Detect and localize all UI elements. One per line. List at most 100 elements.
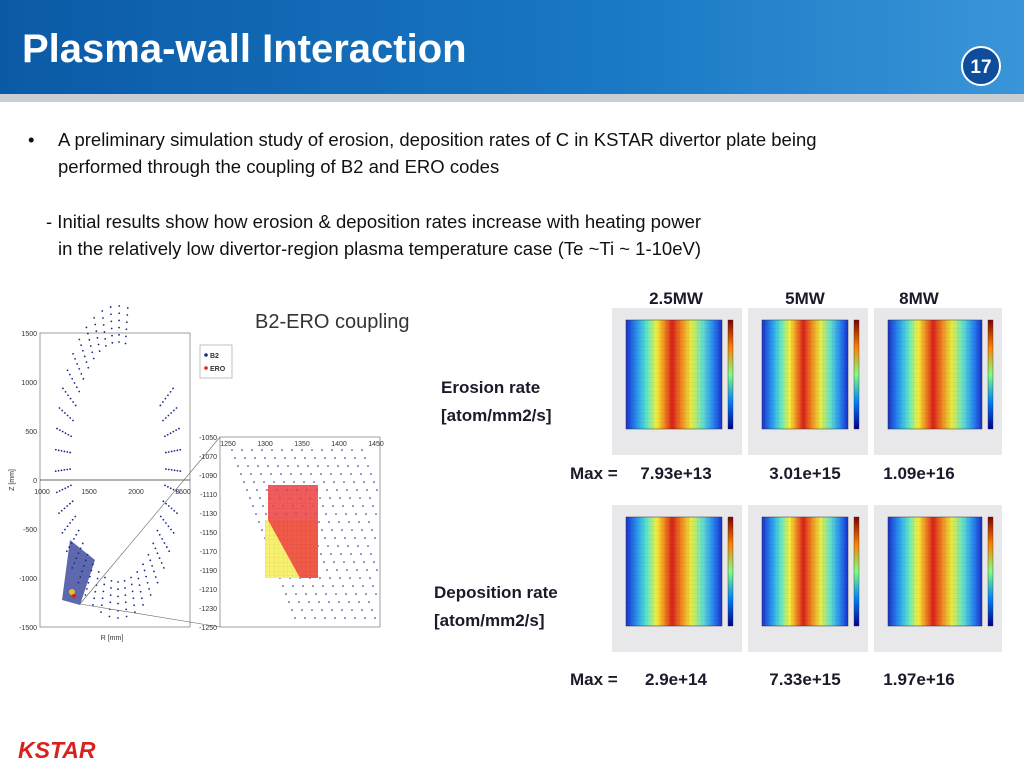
grid-dot bbox=[156, 581, 159, 584]
zoom-dot bbox=[357, 545, 359, 547]
grid-dot bbox=[111, 341, 114, 344]
grid-dot bbox=[117, 581, 119, 583]
zoom-dot bbox=[331, 529, 333, 531]
zoom-dot bbox=[329, 497, 331, 499]
grid-dot bbox=[62, 387, 64, 390]
zoom-y-tick-label: -1110 bbox=[200, 492, 217, 499]
grid-dot bbox=[158, 533, 161, 536]
grid-dot bbox=[175, 407, 178, 409]
grid-dot bbox=[118, 341, 120, 343]
zoom-dot bbox=[308, 601, 310, 603]
zoom-dot bbox=[367, 465, 369, 467]
zoom-dot bbox=[356, 569, 358, 571]
grid-dot bbox=[124, 594, 127, 597]
grid-dot bbox=[82, 349, 84, 352]
zoom-x-tick-label: 1250 bbox=[220, 441, 236, 448]
grid-dot bbox=[81, 542, 84, 545]
zoom-dot bbox=[252, 505, 254, 507]
zoom-dot bbox=[244, 457, 246, 459]
zoom-dot bbox=[335, 513, 337, 515]
zoom-dot bbox=[352, 505, 354, 507]
grid-dot bbox=[60, 449, 63, 452]
grid-dot bbox=[70, 435, 73, 438]
grid-dot bbox=[66, 525, 69, 528]
grid-dot bbox=[92, 357, 95, 360]
grid-dot bbox=[130, 583, 133, 586]
colorbar bbox=[987, 319, 994, 430]
grid-dot bbox=[152, 542, 155, 545]
grid-dot bbox=[110, 579, 113, 582]
zoom-dot bbox=[258, 521, 260, 523]
y-tick-label: -500 bbox=[23, 527, 37, 534]
grid-dot bbox=[133, 604, 136, 607]
zoom-dot bbox=[326, 489, 328, 491]
grid-dot bbox=[173, 509, 176, 512]
grid-dot bbox=[83, 355, 86, 358]
zoom-dot bbox=[326, 569, 328, 571]
grid-dot bbox=[176, 469, 179, 472]
grid-dot bbox=[71, 377, 74, 380]
zoom-dot bbox=[334, 457, 336, 459]
grid-dot bbox=[179, 470, 182, 473]
zoom-dot bbox=[277, 465, 279, 467]
zoom-dot bbox=[274, 457, 276, 459]
zoom-dot bbox=[363, 481, 365, 483]
zoom-dot bbox=[262, 505, 264, 507]
grid-dot bbox=[109, 306, 112, 308]
grid-dot bbox=[57, 469, 60, 472]
zoom-dot bbox=[312, 585, 314, 587]
grid-dot bbox=[162, 518, 165, 521]
grid-dot bbox=[67, 485, 69, 488]
zoom-dot bbox=[321, 449, 323, 451]
zoom-dot bbox=[348, 601, 350, 603]
grid-dot bbox=[98, 350, 101, 353]
grid-dot bbox=[163, 435, 166, 438]
zoom-dot bbox=[255, 513, 257, 515]
column-title: 8MW bbox=[899, 289, 940, 308]
zoom-dot bbox=[367, 545, 369, 547]
legend-label: ERO bbox=[210, 366, 226, 373]
grid-dot bbox=[110, 320, 113, 323]
figure-title: B2-ERO coupling bbox=[255, 311, 410, 333]
grid-dot bbox=[169, 432, 172, 435]
max-value: 3.01e+15 bbox=[769, 464, 840, 483]
grid-dot bbox=[72, 419, 74, 422]
grid-dot bbox=[64, 390, 67, 393]
grid-dot bbox=[125, 335, 127, 338]
zoom-dot bbox=[372, 505, 374, 507]
zoom-dot bbox=[344, 537, 346, 539]
grid-dot bbox=[176, 449, 179, 452]
zoom-dot bbox=[341, 449, 343, 451]
bullet-line: A preliminary simulation study of erosio… bbox=[58, 129, 817, 150]
grid-dot bbox=[172, 430, 175, 433]
grid-dot bbox=[76, 362, 79, 365]
legend-dot bbox=[204, 366, 208, 370]
grid-dot bbox=[170, 507, 173, 510]
zoom-dot bbox=[370, 473, 372, 475]
zoom-dot bbox=[338, 521, 340, 523]
grid-dot bbox=[64, 487, 67, 490]
zoom-dot bbox=[323, 481, 325, 483]
grid-dot bbox=[117, 595, 119, 598]
divertor-leg bbox=[62, 540, 95, 605]
ero-mark bbox=[69, 589, 75, 595]
zoom-dot bbox=[332, 585, 334, 587]
grid-dot bbox=[117, 617, 119, 619]
grid-dot bbox=[84, 594, 87, 596]
grid-dot bbox=[131, 590, 134, 593]
zoom-dot bbox=[339, 577, 341, 579]
grid-dot bbox=[164, 484, 166, 487]
zoom-dot bbox=[320, 553, 322, 555]
zoom-dot bbox=[372, 585, 374, 587]
grid-dot bbox=[117, 602, 119, 605]
colorbar bbox=[727, 319, 734, 430]
zoom-dot bbox=[358, 521, 360, 523]
zoom-dot bbox=[304, 457, 306, 459]
colorbar bbox=[987, 516, 994, 627]
grid-dot bbox=[60, 469, 63, 472]
grid-dot bbox=[100, 611, 102, 614]
grid-dot bbox=[110, 587, 112, 589]
grid-dot bbox=[78, 367, 81, 370]
zoom-dot bbox=[351, 529, 353, 531]
zoom-dot bbox=[365, 593, 367, 595]
